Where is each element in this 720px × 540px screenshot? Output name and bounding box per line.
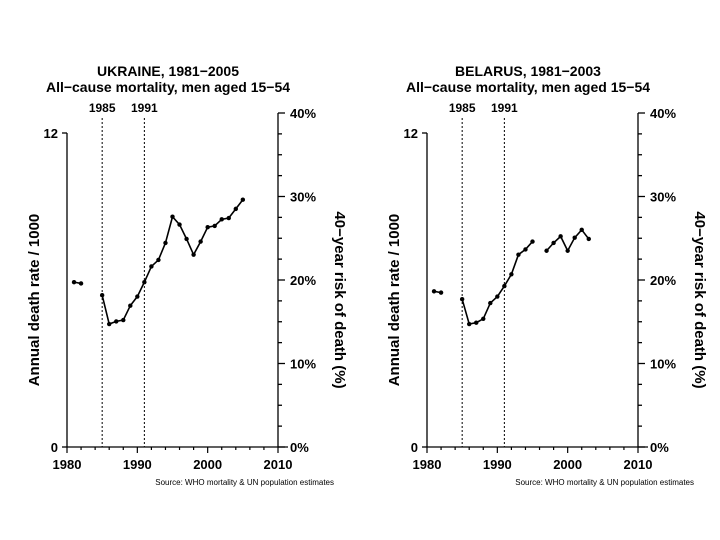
y-tick-label-right: 20% [290,273,316,288]
data-point [163,240,168,246]
y-tick-label-right: 30% [650,190,676,205]
data-point [509,272,514,277]
y-tick-label-right: 20% [650,273,676,288]
y-axis-label-right: 40−year risk of death (%) [691,211,708,388]
data-point [142,279,147,285]
data-point [502,283,507,289]
data-point [99,293,105,298]
data-point [128,303,133,308]
data-point [233,206,238,212]
reference-label: 1991 [131,101,158,115]
x-tick-label: 2000 [553,457,582,472]
y-tick-label-left: 0 [411,440,418,455]
data-point [516,252,521,257]
data-point [177,222,182,227]
x-tick-label: 2010 [624,457,653,472]
data-point [523,247,528,252]
reference-label: 1985 [449,101,476,115]
data-point [226,215,231,221]
data-point [170,214,175,219]
data-point [481,316,486,321]
data-point [240,197,246,202]
data-point [558,234,563,239]
chart-subtitle: All−cause mortality, men aged 15−54 [46,79,290,95]
chart-subtitle: All−cause mortality, men aged 15−54 [406,79,650,95]
x-tick-label: 1990 [483,457,512,472]
data-point [184,236,189,242]
y-axis-label-left: Annual death rate / 1000 [386,214,403,387]
y-tick-label-left: 0 [51,440,58,455]
data-point [219,217,224,222]
y-axis-label-right: 40−year risk of death (%) [331,211,348,388]
data-point [438,290,444,295]
data-point [495,294,500,299]
data-point [78,281,84,286]
data-point [205,225,210,230]
data-point [467,321,472,327]
y-tick-label-right: 0% [650,440,669,455]
data-point [551,240,556,246]
x-tick-label: 1990 [123,457,152,472]
source-note: Source: WHO mortality & UN population es… [515,478,694,487]
y-tick-label-left: 12 [404,126,418,141]
y-tick-label-right: 10% [290,357,316,372]
data-point [565,248,570,253]
data-point [114,319,119,324]
reference-label: 1991 [491,101,518,115]
series-line [461,241,534,325]
y-tick-label-right: 0% [290,440,309,455]
data-point [459,296,465,302]
y-tick-label-right: 10% [650,357,676,372]
y-tick-label-right: 40% [290,106,316,121]
data-point [488,300,493,306]
data-point [579,227,584,233]
chart-title: BELARUS, 1981−2003 [455,63,601,79]
x-tick-label: 2000 [193,457,222,472]
data-point [107,321,112,327]
data-point [156,257,161,263]
data-point [191,252,196,257]
data-point [71,279,77,285]
y-tick-label-right: 30% [290,190,316,205]
data-point [135,294,140,299]
data-point [572,235,577,240]
reference-label: 1985 [89,101,116,115]
series-line [545,228,590,253]
chart-title: UKRAINE, 1981−2005 [97,63,239,79]
data-point [530,239,535,244]
y-axis-label-left: Annual death rate / 1000 [26,214,43,387]
data-point [121,317,126,323]
data-point [431,289,437,294]
x-tick-label: 1980 [413,457,442,472]
x-tick-label: 2010 [264,457,293,472]
data-point [149,264,154,269]
source-note: Source: WHO mortality & UN population es… [155,478,334,487]
y-tick-label-left: 12 [44,126,58,141]
x-tick-label: 1980 [53,457,82,472]
y-tick-label-right: 40% [650,106,676,121]
data-point [544,248,549,253]
data-point [586,236,591,242]
data-point [212,223,217,229]
data-point [474,320,479,325]
data-point [198,239,203,244]
